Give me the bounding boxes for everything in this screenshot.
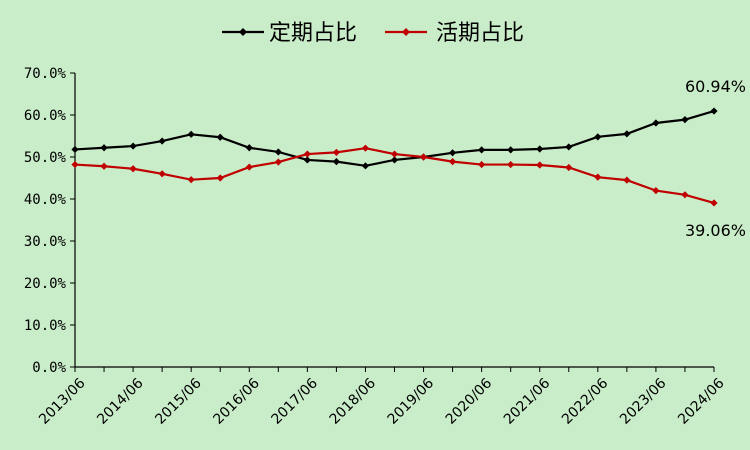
data-point <box>594 173 602 181</box>
series-1 <box>71 107 718 170</box>
data-point <box>158 137 166 145</box>
data-point <box>536 145 544 153</box>
data-point <box>274 158 282 166</box>
data-point <box>274 148 282 156</box>
data-point <box>419 153 428 161</box>
y-tick-label: 30.0% <box>24 234 67 250</box>
data-point <box>507 160 515 169</box>
data-point <box>71 145 79 154</box>
series-2 <box>71 144 718 207</box>
data-point <box>507 146 515 154</box>
data-point <box>594 133 602 141</box>
end-value-label: 39.06% <box>685 221 746 240</box>
legend-marker <box>402 28 410 36</box>
data-point <box>448 149 457 157</box>
data-point <box>565 143 573 151</box>
x-tick-label: 2020/06 <box>443 375 496 428</box>
data-point <box>361 162 370 170</box>
data-point <box>478 160 486 169</box>
y-tick-label: 70.0% <box>24 66 67 82</box>
data-point <box>245 163 253 171</box>
data-point <box>303 150 311 158</box>
data-point <box>158 170 166 178</box>
legend-label: 定期占比 <box>269 21 357 46</box>
data-point <box>623 176 631 184</box>
data-point <box>361 144 370 152</box>
data-labels: 60.94% 39.06% <box>685 77 746 240</box>
data-point <box>100 162 108 170</box>
data-point <box>100 144 108 152</box>
data-point <box>390 150 399 158</box>
data-point <box>710 199 718 207</box>
x-tick-label: 2024/06 <box>675 375 728 428</box>
x-tick-label: 2021/06 <box>501 375 554 428</box>
data-point <box>187 130 195 138</box>
data-point <box>652 187 660 195</box>
data-point <box>478 146 486 154</box>
data-point <box>623 130 631 138</box>
data-point <box>303 156 311 164</box>
y-tick-label: 0.0% <box>32 360 66 376</box>
legend: 定期占比 活期占比 <box>222 21 524 46</box>
data-point <box>681 116 689 124</box>
legend-marker <box>239 28 247 36</box>
legend-label: 活期占比 <box>436 21 524 46</box>
data-point <box>448 158 457 166</box>
legend-item-2: 活期占比 <box>385 21 524 46</box>
x-tick-label: 2013/06 <box>36 375 89 428</box>
x-tick-label: 2023/06 <box>617 375 670 428</box>
data-point <box>536 161 544 169</box>
y-tick-label: 10.0% <box>24 318 67 334</box>
end-value-label: 60.94% <box>685 77 746 96</box>
y-tick-label: 40.0% <box>24 192 67 208</box>
data-point <box>129 165 137 173</box>
data-point <box>71 160 79 169</box>
y-tick-label: 60.0% <box>24 108 67 124</box>
x-tick-label: 2015/06 <box>152 375 205 428</box>
x-tick-label: 2017/06 <box>269 375 322 428</box>
x-tick-label: 2022/06 <box>559 375 612 428</box>
data-point <box>710 107 718 115</box>
x-tick-label: 2014/06 <box>94 375 147 428</box>
axes: 0.0% 10.0% 20.0% 30.0% 40.0% 50.0% 60.0% 70.0% 2… <box>24 66 728 428</box>
data-point <box>332 158 341 166</box>
data-point <box>216 174 224 182</box>
data-point <box>565 163 573 172</box>
series-layer <box>71 107 718 207</box>
y-tick-label: 20.0% <box>24 276 67 292</box>
x-tick-label: 2019/06 <box>385 375 438 428</box>
y-tick-label: 50.0% <box>24 150 67 166</box>
data-point <box>332 148 341 156</box>
x-tick-label: 2016/06 <box>210 375 263 428</box>
data-point <box>245 144 253 152</box>
x-tick-label: 2018/06 <box>327 375 380 428</box>
data-point <box>129 142 137 150</box>
data-point <box>216 133 224 141</box>
legend-item-1: 定期占比 <box>222 21 357 46</box>
data-point <box>681 191 689 199</box>
data-point <box>187 176 195 184</box>
data-point <box>390 156 399 164</box>
data-point <box>652 119 660 127</box>
